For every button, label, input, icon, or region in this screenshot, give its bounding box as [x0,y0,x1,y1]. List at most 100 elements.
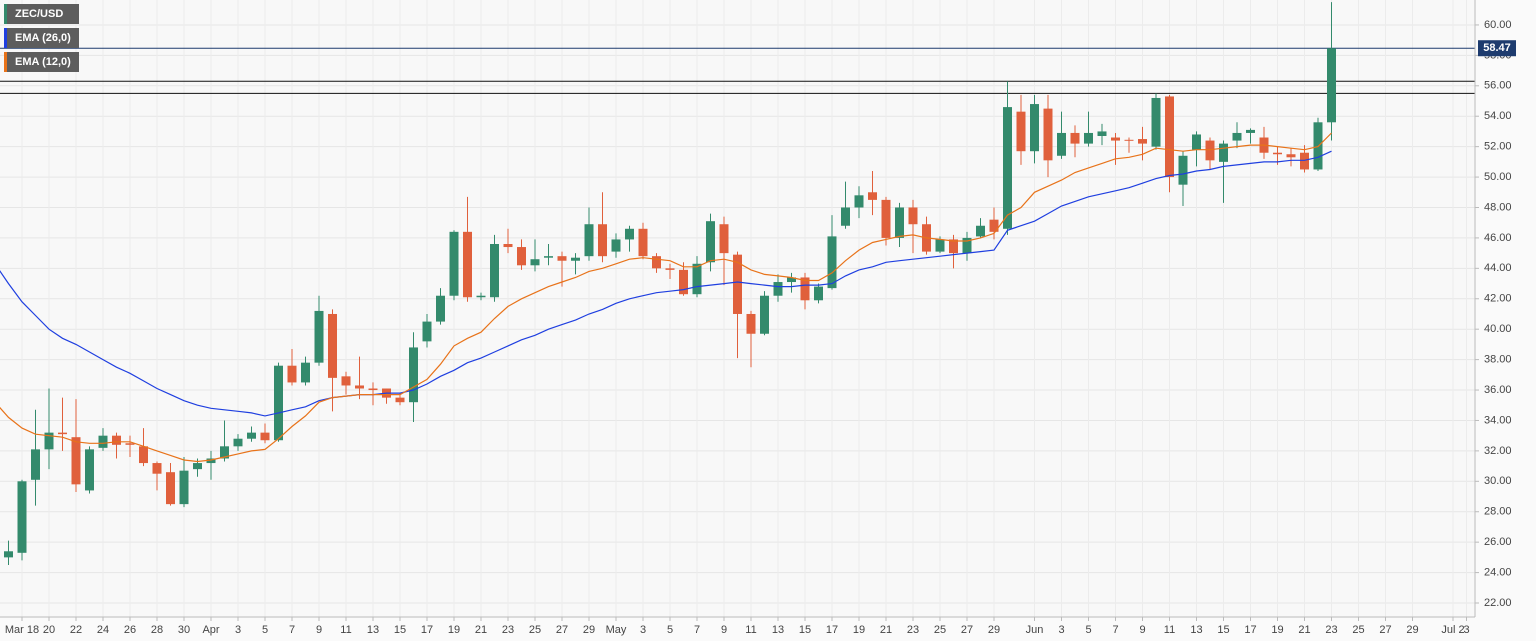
x-tick-label: 26 [124,624,136,636]
x-tick-label: 7 [1112,624,1118,636]
x-tick-label: 17 [1244,624,1256,636]
y-tick-label: 52.00 [1484,141,1512,153]
x-tick-label: 29 [583,624,595,636]
y-tick-label: 30.00 [1484,475,1512,487]
y-tick-label: 36.00 [1484,384,1512,396]
candle-body [463,231,472,298]
candle-body [1273,152,1282,155]
y-tick-label: 22.00 [1484,597,1512,609]
x-tick-label: 15 [1217,624,1229,636]
candle-body [1205,140,1215,161]
candle-body [557,256,567,261]
candle-body [260,432,270,441]
x-tick-label: 20 [43,624,55,636]
y-tick-label: 34.00 [1484,414,1512,426]
x-tick-label: 7 [694,624,700,636]
candle-body [85,449,94,491]
candle-body [638,228,648,257]
x-tick-label: 9 [1139,624,1145,636]
x-tick-label: 29 [988,624,1000,636]
y-tick-label: 60.00 [1484,19,1512,31]
candle-body [422,321,432,342]
x-tick-label: 30 [178,624,190,636]
x-tick-label: 13 [772,624,784,636]
legend-label: EMA (12,0) [15,56,71,68]
candle-body [476,295,486,298]
candle-body [58,432,67,435]
x-tick-label: 11 [745,624,756,636]
legend-swatch [4,4,7,24]
y-tick-label: 54.00 [1484,110,1512,122]
candle-body [1192,134,1201,150]
candle-body [368,388,378,391]
x-tick-label: 27 [556,624,568,636]
candle-body [706,221,715,263]
candle-body [395,397,405,403]
candle-body [517,247,526,266]
x-tick-label: 19 [448,624,460,636]
candle-body [571,257,580,261]
candle-body [71,437,81,485]
x-tick-label: 24 [97,624,109,636]
candle-body [1124,139,1134,141]
x-tick-label: 9 [721,624,727,636]
candle-body [544,256,553,258]
y-tick-label: 28.00 [1484,506,1512,518]
candle-body [1070,132,1080,144]
candle-body [625,228,634,240]
candle-body [1084,132,1093,144]
x-tick-label: 17 [826,624,838,636]
price-tag-label: 58.47 [1483,42,1511,54]
ema-line [0,132,1332,463]
x-tick-label: 3 [1463,624,1469,636]
x-tick-label: 23 [502,624,514,636]
x-tick-label: 5 [667,624,673,636]
x-tick-label: 3 [1058,624,1064,636]
candle-body [1003,107,1012,229]
y-tick-label: 26.00 [1484,536,1512,548]
candle-body [800,277,810,301]
candle-body [31,449,40,480]
x-tick-label: 25 [529,624,541,636]
candle-body [301,362,310,383]
candle-body [760,295,769,334]
candle-body [881,199,891,238]
candle-body [152,463,162,474]
candle-body [4,551,13,558]
legend-label: ZEC/USD [15,8,64,20]
candle-body [841,207,850,226]
y-tick-label: 42.00 [1484,293,1512,305]
x-tick-label: 15 [799,624,811,636]
y-tick-label: 32.00 [1484,445,1512,457]
candle-body [1286,154,1296,158]
candle-body [287,365,297,383]
candle-body [1165,96,1174,178]
candle-body [490,244,499,298]
x-tick-label: 19 [1271,624,1283,636]
candle-body [665,268,675,270]
candle-body [247,432,256,439]
x-tick-label: 13 [1190,624,1202,636]
x-tick-label: 27 [961,624,973,636]
x-tick-label: 21 [475,624,487,636]
candle-body [193,463,202,470]
candle-body [530,259,540,266]
candle-body [503,244,513,248]
candle-body [44,432,54,450]
legend-item: EMA (12,0) [4,52,79,72]
candle-body [1327,48,1336,123]
x-tick-label: Jul 2 [1441,624,1464,636]
candle-body [125,443,135,445]
x-tick-label: 23 [1325,624,1337,636]
candle-body [652,256,661,269]
legend-label: EMA (26,0) [15,32,71,44]
candle-body [179,470,189,505]
y-tick-label: 56.00 [1484,80,1512,92]
candle-body [949,239,958,254]
candle-body [679,269,688,295]
candle-body [1016,111,1026,152]
x-tick-label: 5 [262,624,268,636]
candle-body [112,435,121,445]
x-tick-label: 17 [421,624,433,636]
